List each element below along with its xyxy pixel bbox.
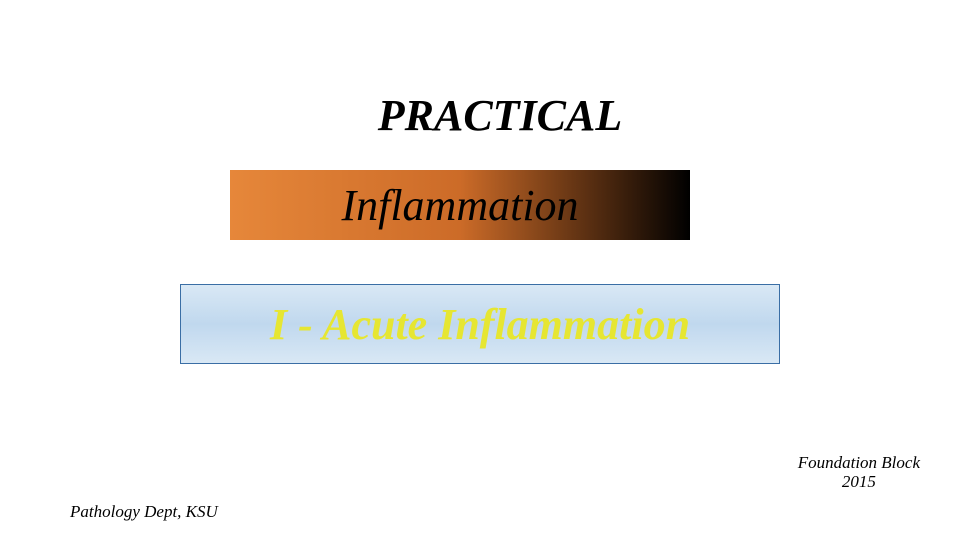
subtopic-banner: I - Acute Inflammation [180, 284, 780, 364]
footer-right-line1: Foundation Block [798, 453, 920, 473]
footer-right: Foundation Block 2015 [798, 453, 920, 492]
footer-left: Pathology Dept, KSU [70, 502, 218, 522]
page-title: PRACTICAL [0, 90, 960, 141]
footer-right-line2: 2015 [798, 472, 920, 492]
subtopic-banner-text: I - Acute Inflammation [270, 299, 690, 350]
topic-banner-text: Inflammation [341, 180, 578, 231]
topic-banner: Inflammation [230, 170, 690, 240]
